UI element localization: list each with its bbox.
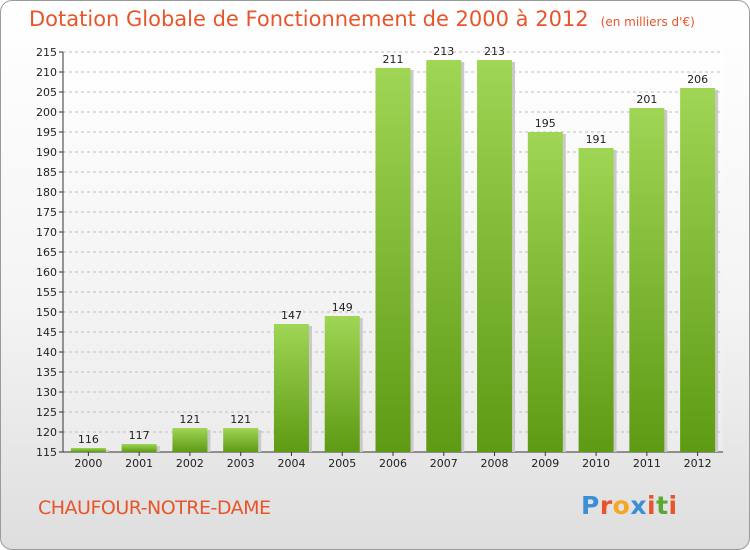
y-tick-label: 215 xyxy=(36,46,57,59)
y-tick-label: 135 xyxy=(36,366,57,379)
y-tick-label: 180 xyxy=(36,186,57,199)
bar-value-label: 121 xyxy=(230,413,251,426)
logo-letter: x xyxy=(630,491,647,520)
y-tick-label: 195 xyxy=(36,126,57,139)
logo-letter: r xyxy=(599,491,613,520)
logo-letter: P xyxy=(581,491,600,520)
x-tick-label: 2006 xyxy=(379,457,407,470)
logo-letter: i xyxy=(647,491,657,520)
bar-value-label: 117 xyxy=(129,429,150,442)
bar-value-label: 149 xyxy=(332,301,353,314)
y-tick-label: 170 xyxy=(36,226,57,239)
proxiti-logo[interactable]: Proxiti xyxy=(581,491,678,520)
bar xyxy=(324,316,360,452)
x-tick-label: 2001 xyxy=(125,457,153,470)
chart-subtitle: (en milliers d'€) xyxy=(600,15,695,29)
bar-value-label: 213 xyxy=(484,45,505,58)
bar xyxy=(527,132,563,452)
bar-value-label: 213 xyxy=(433,45,454,58)
bar xyxy=(629,108,665,452)
bar xyxy=(477,60,513,452)
bar-value-label: 195 xyxy=(535,117,556,130)
bar-value-label: 116 xyxy=(78,433,99,446)
y-tick-label: 125 xyxy=(36,406,57,419)
y-tick-label: 160 xyxy=(36,266,57,279)
x-tick-label: 2002 xyxy=(176,457,204,470)
y-tick-label: 165 xyxy=(36,246,57,259)
bar xyxy=(223,428,259,452)
bar xyxy=(426,60,462,452)
y-tick-label: 120 xyxy=(36,426,57,439)
bar xyxy=(172,428,208,452)
y-tick-label: 205 xyxy=(36,86,57,99)
x-tick-label: 2003 xyxy=(227,457,255,470)
bar xyxy=(680,88,716,452)
y-tick-label: 130 xyxy=(36,386,57,399)
y-tick-label: 185 xyxy=(36,166,57,179)
bar-value-label: 191 xyxy=(586,133,607,146)
x-tick-label: 2012 xyxy=(684,457,712,470)
bar xyxy=(121,444,157,452)
bar-value-label: 206 xyxy=(687,73,708,86)
title-text: Dotation Globale de Fonctionnement de 20… xyxy=(29,7,589,31)
x-tick-label: 2004 xyxy=(277,457,305,470)
x-tick-label: 2005 xyxy=(328,457,356,470)
y-tick-label: 140 xyxy=(36,346,57,359)
y-tick-label: 150 xyxy=(36,306,57,319)
bar-value-label: 201 xyxy=(636,93,657,106)
y-tick-label: 145 xyxy=(36,326,57,339)
chart-title: Dotation Globale de Fonctionnement de 20… xyxy=(29,7,695,31)
bar-value-label: 147 xyxy=(281,309,302,322)
logo-letter: o xyxy=(612,491,631,520)
x-tick-label: 2009 xyxy=(531,457,559,470)
bar xyxy=(70,448,106,452)
bar xyxy=(578,148,614,452)
bar xyxy=(273,324,309,452)
bar-value-label: 211 xyxy=(383,53,404,66)
y-tick-label: 210 xyxy=(36,66,57,79)
x-tick-label: 2010 xyxy=(582,457,610,470)
x-tick-label: 2011 xyxy=(633,457,661,470)
x-tick-label: 2007 xyxy=(430,457,458,470)
y-tick-label: 175 xyxy=(36,206,57,219)
y-tick-label: 115 xyxy=(36,446,57,459)
x-tick-label: 2000 xyxy=(74,457,102,470)
logo-letter: t xyxy=(656,491,669,520)
y-tick-label: 200 xyxy=(36,106,57,119)
x-tick-label: 2008 xyxy=(481,457,509,470)
y-tick-label: 190 xyxy=(36,146,57,159)
bar xyxy=(375,68,411,452)
logo-letter: i xyxy=(668,491,678,520)
y-tick-label: 155 xyxy=(36,286,57,299)
commune-name: CHAUFOUR-NOTRE-DAME xyxy=(38,497,271,519)
bar-value-label: 121 xyxy=(179,413,200,426)
